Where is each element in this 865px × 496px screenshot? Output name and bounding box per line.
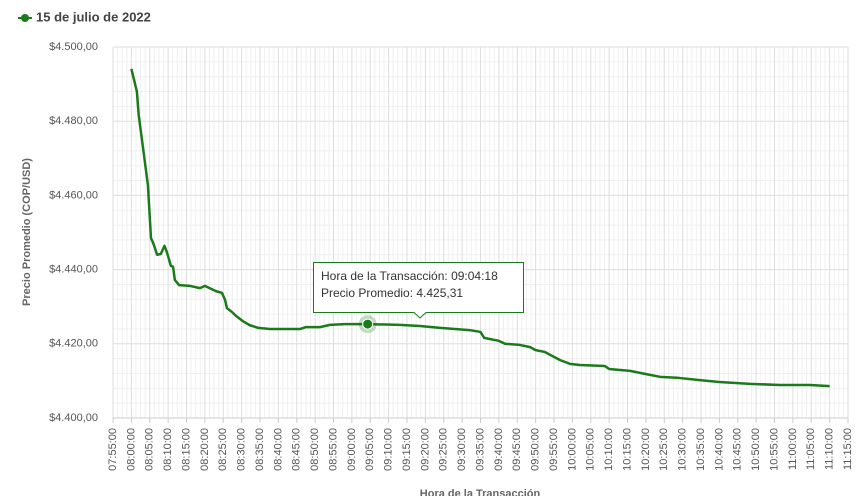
x-tick-label: 08:15:00 (180, 428, 192, 471)
x-tick-label: 10:20:00 (640, 428, 652, 471)
grid (112, 46, 849, 419)
x-tick-label: 08:50:00 (309, 428, 321, 471)
x-tick-label: 09:55:00 (548, 428, 560, 471)
x-tick-label: 10:55:00 (768, 428, 780, 471)
x-tick-label: 09:25:00 (438, 428, 450, 471)
x-tick-label: 09:15:00 (401, 428, 413, 471)
x-tick-label: 08:05:00 (144, 428, 156, 471)
x-axis-label: Hora de la Transacción (420, 488, 541, 496)
x-tick-label: 10:10:00 (603, 428, 615, 471)
x-tick-label: 10:30:00 (677, 428, 689, 471)
x-tick-label: 09:05:00 (364, 428, 376, 471)
y-tick-label: $4.460,00 (49, 189, 98, 201)
x-tick-label: 09:50:00 (530, 428, 542, 471)
x-tick-label: 11:10:00 (824, 428, 836, 470)
y-tick-label: $4.400,00 (49, 412, 98, 424)
x-tick-label: 09:20:00 (419, 428, 431, 471)
x-tick-label: 08:10:00 (162, 428, 174, 471)
x-tick-label: 08:45:00 (291, 428, 303, 471)
x-tick-label: 10:45:00 (732, 428, 744, 471)
y-tick-label: $4.440,00 (49, 264, 98, 276)
x-tick-label: 08:55:00 (327, 428, 339, 471)
y-tick-label: $4.500,00 (49, 41, 98, 53)
x-tick-label: 11:15:00 (842, 428, 854, 470)
legend-label[interactable]: 15 de julio de 2022 (36, 9, 151, 24)
tooltip: Hora de la Transacción: 09:04:18 Precio P… (313, 262, 524, 319)
x-tick-label: 10:40:00 (713, 428, 725, 471)
hover-point (362, 318, 374, 330)
y-tick-label: $4.420,00 (49, 338, 98, 350)
x-tick-label: 09:40:00 (493, 428, 505, 471)
y-axis-label: Precio Promedio (COP/USD) (21, 158, 33, 306)
x-tick-label: 08:00:00 (125, 428, 137, 471)
x-tick-label: 08:35:00 (254, 428, 266, 471)
x-tick-label: 09:35:00 (474, 428, 486, 471)
x-tick-label: 10:05:00 (585, 428, 597, 471)
series-line (130, 68, 830, 388)
y-tick-label: $4.480,00 (49, 115, 98, 127)
x-tick-label: 08:25:00 (217, 428, 229, 471)
x-tick-label: 10:15:00 (621, 428, 633, 471)
tooltip-text: Precio Promedio: 4.425,31 (321, 286, 463, 300)
tooltip-text: Hora de la Transacción: 09:04:18 (321, 269, 498, 283)
x-tick-label: 08:20:00 (199, 428, 211, 471)
x-tick-label: 10:00:00 (566, 428, 578, 471)
x-tick-label: 11:05:00 (805, 428, 817, 470)
tooltip-box (313, 262, 524, 319)
legend-marker (21, 14, 29, 22)
x-tick-label: 09:45:00 (511, 428, 523, 471)
x-tick-label: 10:50:00 (750, 428, 762, 471)
x-tick-label: 09:00:00 (346, 428, 358, 471)
x-tick-label: 08:30:00 (236, 428, 248, 471)
x-tick-label: 09:30:00 (456, 428, 468, 471)
x-tick-label: 07:55:00 (107, 428, 119, 471)
x-tick-label: 10:35:00 (695, 428, 707, 471)
x-tick-label: 09:10:00 (383, 428, 395, 471)
x-tick-label: 10:25:00 (658, 428, 670, 471)
x-tick-label: 11:00:00 (787, 428, 799, 470)
x-tick-label: 08:40:00 (272, 428, 284, 471)
